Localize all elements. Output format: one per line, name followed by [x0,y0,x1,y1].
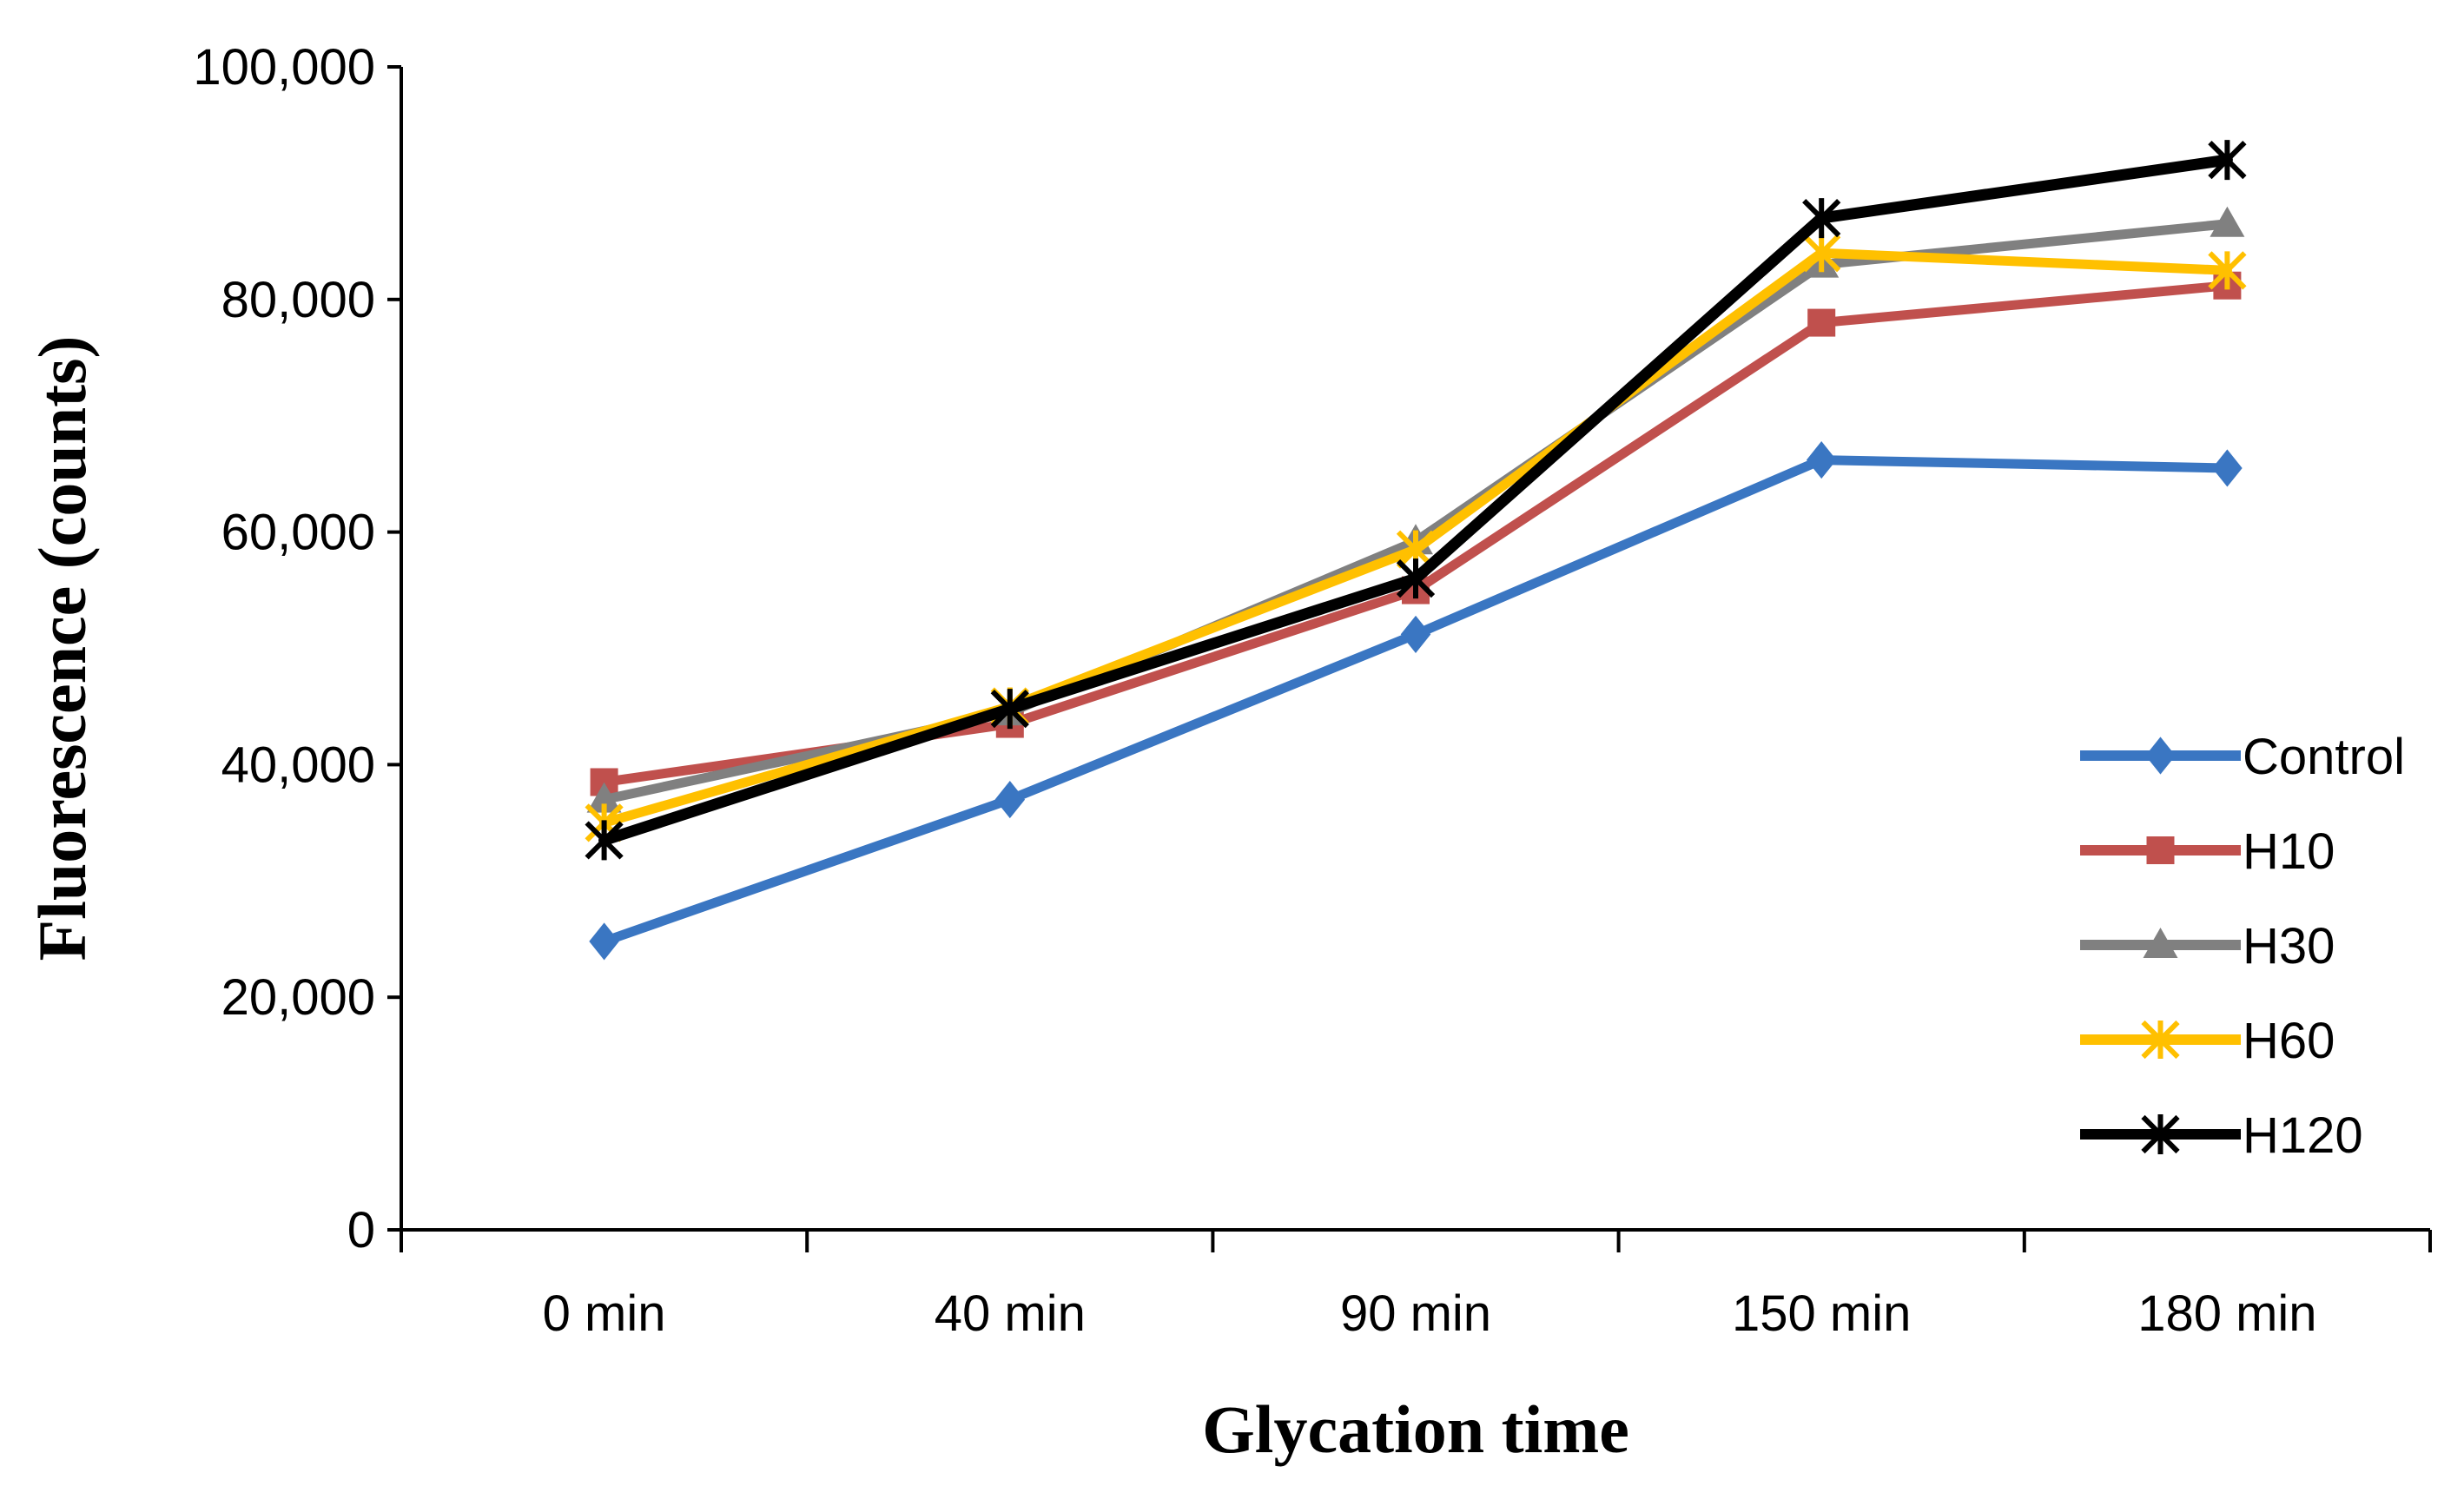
data-point-control-1 [994,780,1026,819]
legend-label-h60: H60 [2243,1013,2335,1069]
legend-marker-h60-stroke [2141,1020,2180,1060]
y-tick-label: 80,000 [221,272,375,328]
legend-item-control: Control [2080,729,2405,785]
data-point-h120-1-stroke [990,689,1029,730]
legend-marker-h30 [2143,928,2178,958]
legend-item-h30: H30 [2080,918,2335,974]
data-point-control-0 [589,922,619,961]
data-point-h120-0 [585,820,624,861]
legend: Control H10 H30 H60 H120 [2080,729,2405,1164]
legend-item-h10: H10 [2080,823,2335,880]
legend-marker-h120 [2141,1114,2180,1154]
y-tick-label: 100,000 [193,39,375,96]
data-point-h120-3 [1802,198,1841,239]
data-point-h30-4 [2210,206,2245,237]
data-point-control-2 [1400,615,1431,654]
legend-label-h10: H10 [2243,823,2335,880]
data-point-h120-2 [1396,558,1436,599]
data-point-h120-4 [2208,140,2247,181]
data-point-h60-3 [1802,234,1841,273]
series-control [589,440,2243,961]
y-axis-title: Fluorescence (counts) [24,336,100,961]
data-point-control-3 [1806,440,1837,479]
x-tick-label: 40 min [935,1285,1086,1342]
x-tick-label: 0 min [543,1285,666,1342]
x-tick-label: 150 min [1732,1285,1911,1342]
series-h30 [586,206,2245,813]
y-tick-label: 40,000 [221,737,375,793]
legend-marker-control [2145,737,2176,775]
legend-label-control: Control [2243,729,2405,785]
legend-label-h120: H120 [2243,1107,2363,1164]
data-point-h30-0 [586,782,622,813]
legend-marker-h60 [2141,1020,2180,1060]
x-tick-label: 180 min [2137,1285,2316,1342]
legend-marker-h120-stroke [2141,1114,2180,1154]
y-tick-label: 0 [347,1202,375,1258]
series-group [585,140,2247,961]
data-point-control-4 [2212,449,2243,487]
x-axis-title: Glycation time [1202,1391,1629,1467]
legend-item-h120: H120 [2080,1107,2363,1164]
legend-label-h30: H30 [2243,918,2335,974]
data-point-h120-1 [990,689,1029,730]
data-point-h120-0-stroke [585,820,624,861]
data-point-h60-4-stroke [2208,251,2247,290]
y-tick-label: 60,000 [221,505,375,561]
data-point-h10-3 [1807,308,1836,337]
legend-item-h60: H60 [2080,1013,2335,1069]
data-point-h60-4 [2208,251,2247,290]
legend-marker-h10 [2146,836,2175,864]
axes: 0 20,000 40,000 60,000 80,000 100,000 0 min 40 … [193,39,2432,1342]
data-point-h60-3-stroke [1802,234,1841,273]
data-point-h120-4-stroke [2208,140,2247,181]
y-tick-label: 20,000 [221,969,375,1026]
data-point-h120-3-stroke [1802,198,1841,239]
series-h120 [585,140,2247,861]
data-point-h120-2-stroke [1396,558,1436,599]
x-tick-label: 90 min [1340,1285,1491,1342]
